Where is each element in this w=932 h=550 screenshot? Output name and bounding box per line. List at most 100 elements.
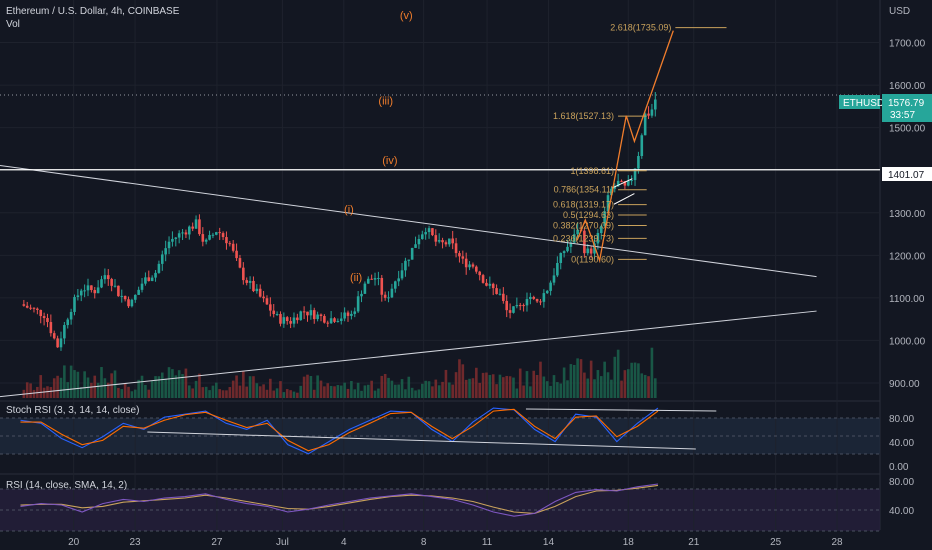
volume-bar: [319, 380, 323, 398]
candle-body: [610, 188, 613, 196]
candle-body: [589, 248, 593, 254]
candle-body: [296, 317, 299, 321]
volume-bar: [133, 389, 137, 398]
candle-body: [363, 283, 367, 294]
volume-bar: [640, 373, 644, 398]
volume-bar: [309, 375, 313, 398]
volume-bar: [653, 378, 657, 398]
candle-body: [46, 318, 49, 323]
volume-bar: [586, 378, 590, 398]
candle-body: [323, 316, 326, 323]
candle-body: [90, 285, 93, 291]
volume-bar: [323, 386, 326, 398]
line-level-text: 1401.07: [888, 170, 925, 181]
candle-body: [495, 288, 498, 295]
price-tick-label: 1500.00: [889, 124, 926, 135]
volume-bar: [262, 384, 265, 398]
volume-bar: [603, 361, 606, 398]
candle-body: [572, 234, 576, 243]
volume-bar: [488, 375, 492, 398]
volume-bar: [623, 370, 627, 398]
time-tick-label: 23: [130, 537, 142, 548]
volume-bar: [302, 376, 306, 398]
currency-label: USD: [889, 6, 910, 17]
volume-bar: [633, 362, 637, 398]
volume-bar: [73, 370, 76, 398]
volume-bar: [29, 383, 32, 398]
rsi-tick-80: 80.00: [889, 477, 914, 488]
candle-body: [86, 285, 90, 291]
volume-bar: [512, 377, 515, 398]
candle-body: [181, 232, 184, 234]
candle-body: [404, 260, 407, 271]
volume-bar: [235, 375, 238, 398]
volume-bar: [215, 382, 218, 398]
candle-body: [39, 309, 43, 317]
volume-bar: [461, 364, 465, 398]
candle-body: [529, 296, 532, 300]
volume-bar: [83, 371, 86, 398]
volume-bar: [79, 387, 83, 398]
volume-bar: [616, 349, 620, 398]
candle-body: [167, 241, 171, 249]
candle-body: [25, 305, 29, 308]
candle-body: [505, 300, 509, 311]
candle-body: [127, 299, 130, 307]
candle-body: [191, 226, 194, 229]
volume-bar: [174, 375, 178, 398]
volume-bar: [535, 375, 539, 398]
volume-bar: [201, 387, 205, 398]
volume-bar: [106, 382, 110, 398]
candle-body: [616, 180, 620, 187]
candle-body: [36, 308, 39, 310]
candle-body: [204, 239, 208, 242]
candle-body: [370, 278, 373, 280]
wave-label-1: (iii): [378, 95, 393, 107]
fib-label-3: 0.786(1354.11): [554, 185, 614, 195]
volume-bar: [130, 391, 134, 398]
candle-body: [353, 311, 357, 314]
candle-body: [242, 267, 245, 281]
candle-body: [339, 318, 343, 321]
candle-body: [79, 290, 83, 296]
candle-body: [356, 296, 360, 312]
candle-body: [329, 318, 333, 324]
volume-bar: [198, 373, 201, 398]
candle-body: [508, 310, 512, 313]
candle-body: [373, 278, 377, 280]
volume-bar: [441, 381, 444, 398]
candle-body: [52, 333, 56, 339]
candle-body: [299, 311, 303, 321]
candle-body: [475, 266, 478, 272]
fib-label-7: 0.236(1239.73): [553, 233, 614, 243]
volume-bar: [626, 369, 630, 398]
volume-bar: [221, 390, 225, 398]
candle-body: [22, 304, 26, 306]
volume-bar: [46, 386, 49, 398]
candle-body: [522, 305, 525, 307]
candle-body: [653, 99, 657, 110]
volume-bar: [525, 371, 529, 398]
rsi-line: [20, 483, 659, 517]
volume-bar: [596, 370, 600, 398]
volume-bar: [289, 390, 292, 398]
candle-body: [603, 211, 606, 227]
candle-body: [366, 278, 370, 284]
candle-body: [123, 295, 127, 300]
volume-bar: [120, 389, 124, 398]
volume-bar: [387, 377, 390, 398]
volume-bar: [110, 373, 113, 398]
candle-body: [188, 226, 191, 235]
volume-bar: [549, 385, 552, 398]
volume-bar: [420, 383, 424, 398]
candle-body: [586, 248, 590, 254]
volume-bar: [556, 382, 559, 398]
candle-body: [262, 296, 265, 299]
volume-bar: [211, 385, 215, 398]
volume-bar: [393, 384, 397, 398]
symbol-title: Ethereum / U.S. Dollar, 4h, COINBASE: [6, 6, 180, 17]
candle-body: [542, 293, 546, 302]
candle-body: [613, 186, 617, 189]
